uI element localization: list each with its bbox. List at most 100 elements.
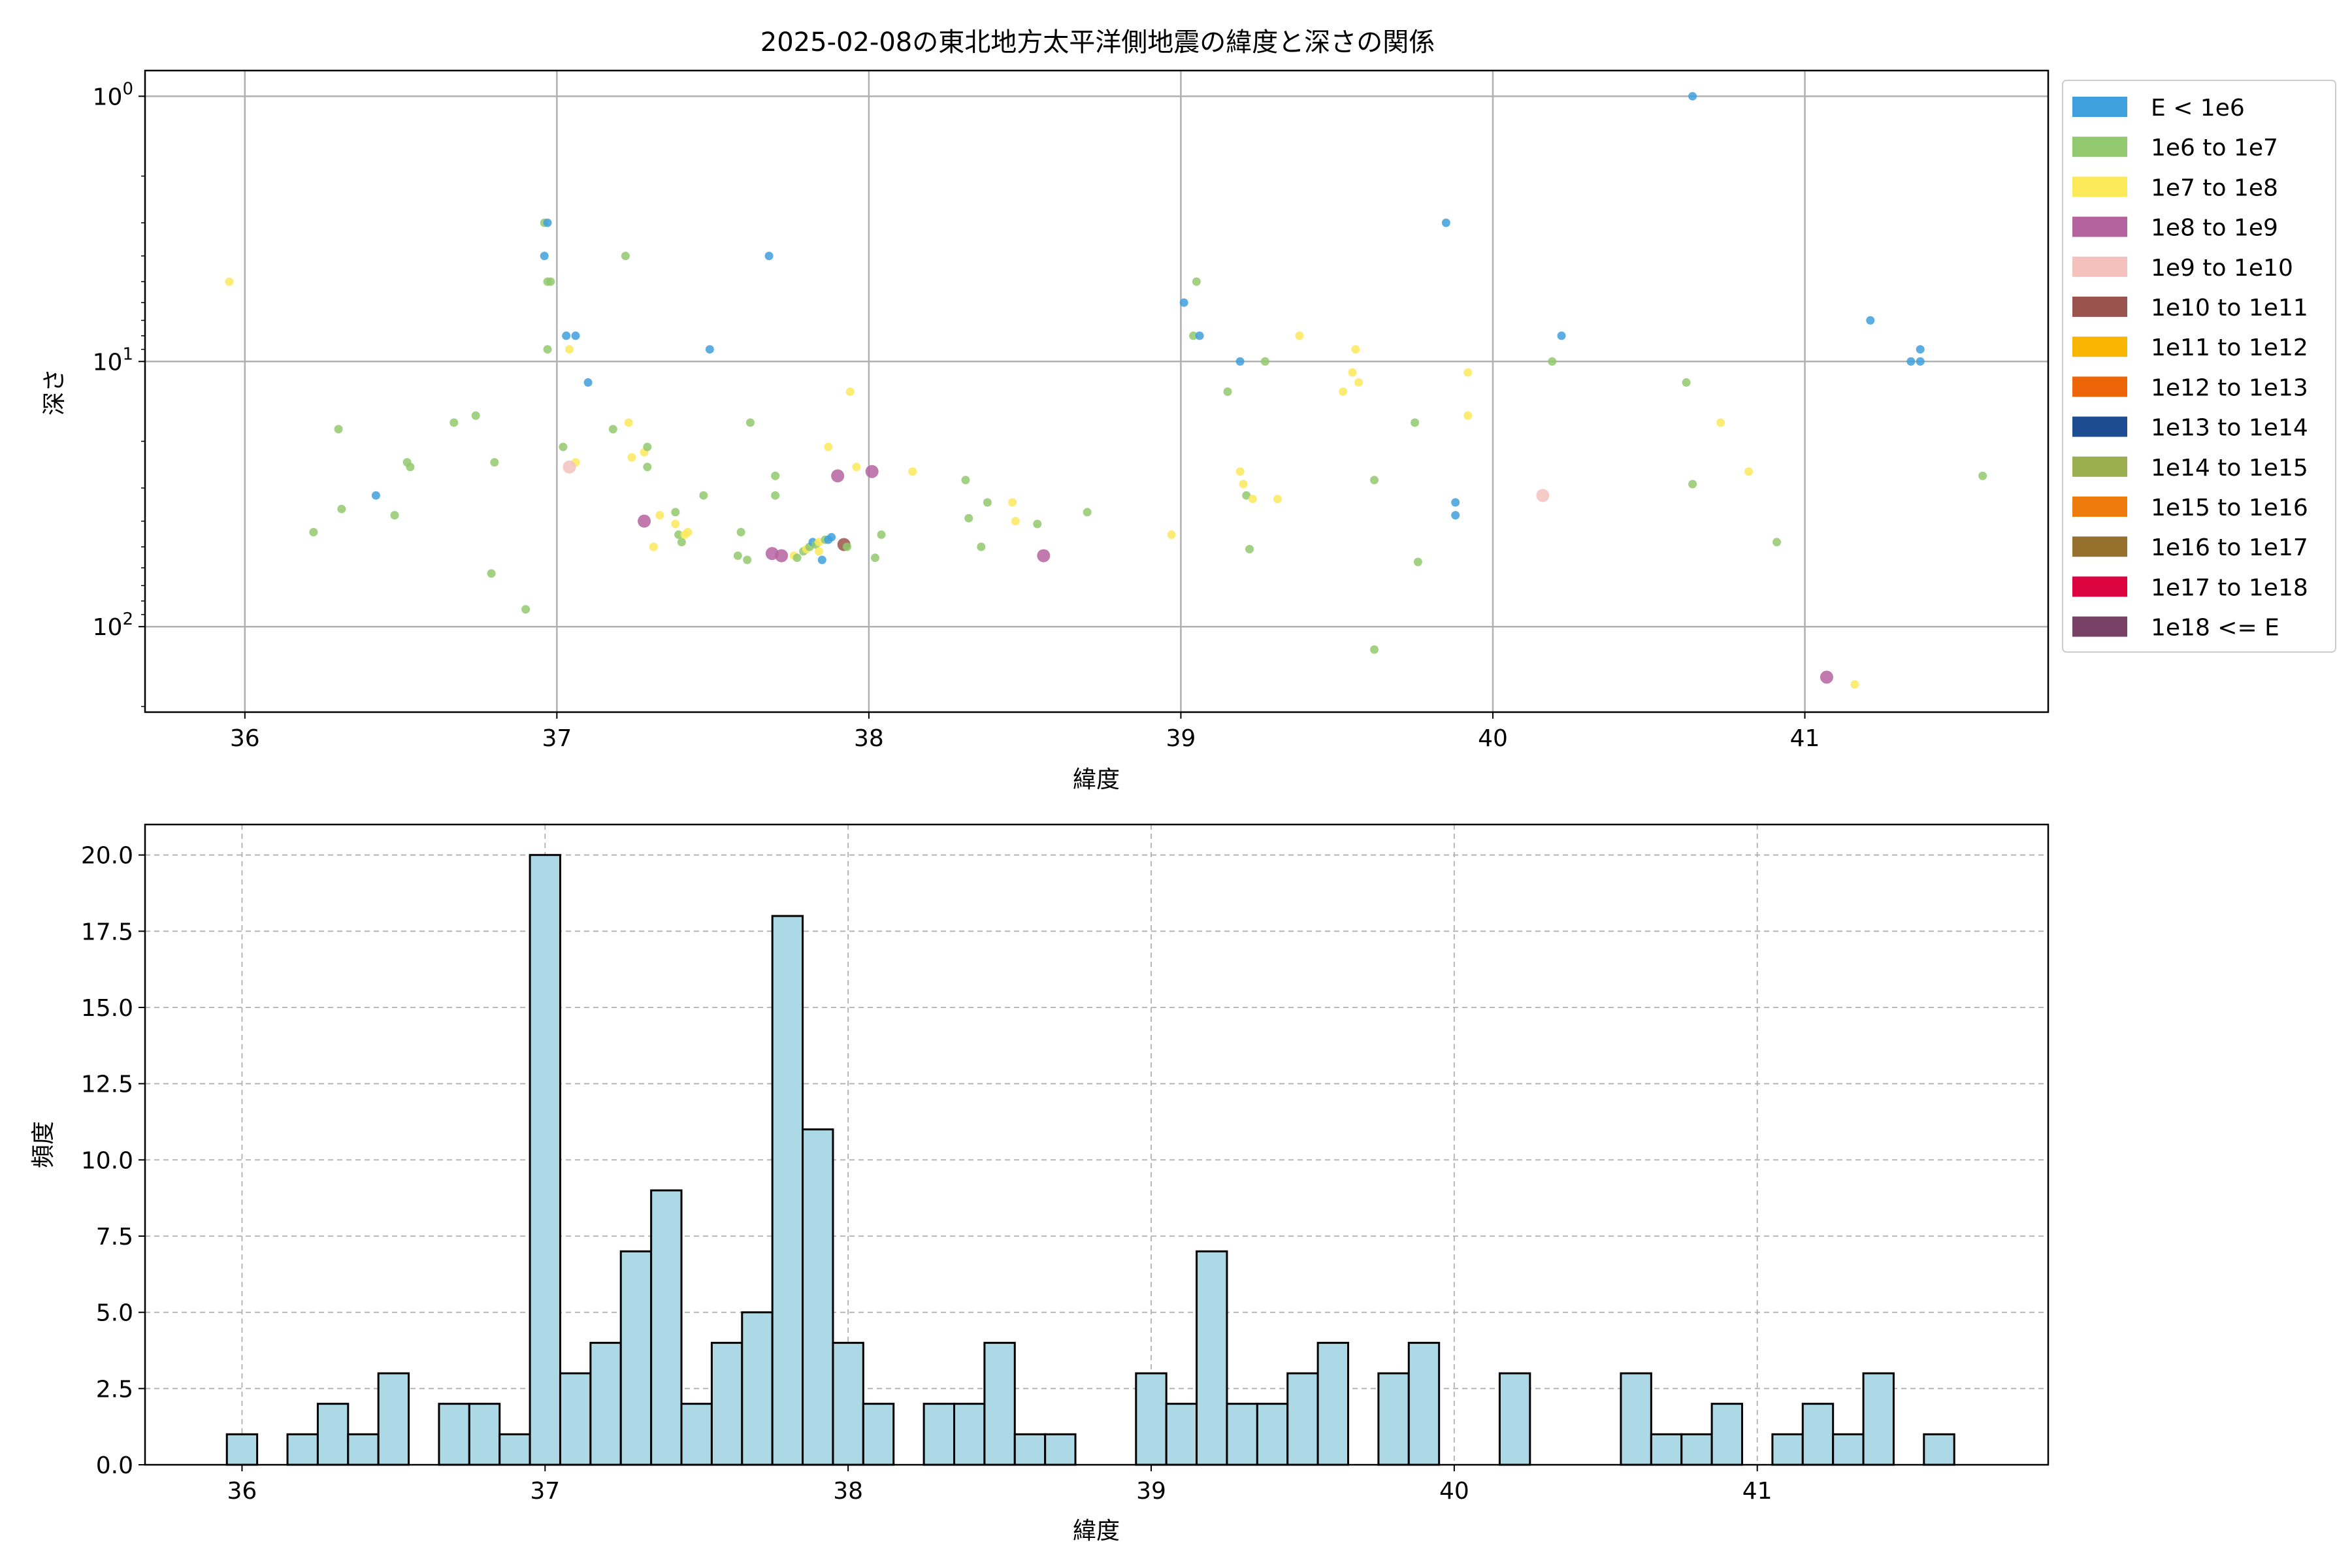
scatter-point (877, 530, 886, 539)
scatter-x-axis-label: 緯度 (1073, 766, 1120, 793)
scatter-point (699, 491, 708, 500)
legend-swatch (2072, 256, 2127, 277)
scatter-point (643, 463, 652, 472)
scatter-y-axis-label: 深さ (41, 368, 68, 416)
scatter-point (1370, 645, 1379, 654)
scatter-point (1916, 345, 1925, 354)
scatter-point (1339, 387, 1348, 397)
scatter-point (1441, 218, 1450, 227)
histogram-bar (710, 1341, 743, 1466)
scatter-point (775, 549, 789, 563)
scatter-point (1248, 495, 1257, 504)
scatter-title: 2025-02-08の東北地方太平洋側地震の緯度と深さの関係 (760, 27, 1435, 57)
scatter-point (563, 460, 576, 474)
scatter-point (1688, 91, 1697, 101)
scatter-point (309, 527, 318, 536)
scatter-point (736, 527, 745, 536)
scatter-point (564, 345, 574, 354)
histogram-bar (1377, 1372, 1410, 1466)
scatter-point (1916, 357, 1925, 366)
histogram-x-ticks: 36 37 38 39 40 41 (227, 1465, 1772, 1505)
scatter-point (1351, 345, 1360, 354)
scatter-point (852, 463, 861, 472)
scatter-point (733, 551, 742, 561)
scatter-point (1235, 357, 1245, 366)
scatter-point (643, 442, 652, 451)
scatter-point (764, 252, 774, 261)
legend-swatch (2072, 456, 2127, 477)
histogram-bar (862, 1403, 895, 1466)
legend-label: 1e10 to 1e11 (2151, 295, 2308, 321)
scatter-point (337, 504, 346, 514)
histogram-bar (1165, 1403, 1198, 1466)
histogram-bar (832, 1341, 864, 1466)
histogram-plot-frame (144, 823, 2050, 1466)
y-tick-label: 7.5 (96, 1224, 133, 1250)
scatter-chart: 2025-02-08の東北地方太平洋側地震の緯度と深さの関係 36 37 38 39 4… (41, 27, 2336, 793)
scatter-point (1463, 368, 1473, 377)
histogram-bar (802, 1128, 834, 1466)
scatter-point (1189, 331, 1198, 340)
scatter-point (827, 532, 836, 542)
scatter-point (1037, 549, 1051, 563)
histogram-bar (1680, 1433, 1713, 1466)
scatter-point (621, 252, 630, 261)
scatter-point (649, 542, 658, 551)
y-tick-label: 2.5 (96, 1376, 133, 1403)
histogram-bar (438, 1403, 470, 1466)
scatter-point (655, 511, 664, 520)
histogram-y-ticks: 0.0 2.5 5.0 7.5 10.0 12.5 15.0 17.5 20.0 (81, 843, 145, 1479)
histogram-bar (1710, 1403, 1744, 1466)
scatter-point (1167, 530, 1176, 539)
scatter-point (1866, 316, 1875, 325)
scatter-x-ticks: 36 37 38 39 40 41 (230, 712, 1820, 752)
histogram-x-axis-label: 緯度 (1073, 1518, 1120, 1544)
scatter-point (1411, 418, 1420, 427)
scatter-point (908, 467, 917, 476)
scatter-point (562, 331, 571, 340)
scatter-point (1744, 467, 1754, 476)
scatter-point (1682, 378, 1691, 387)
scatter-point (390, 511, 399, 520)
scatter-point (1978, 471, 1987, 480)
scatter-point (540, 252, 549, 261)
scatter-point (1295, 331, 1304, 340)
scatter-point (627, 453, 636, 462)
scatter-point (406, 463, 415, 472)
scatter-point (824, 442, 833, 451)
scatter-point (638, 514, 651, 528)
scatter-point (1370, 476, 1379, 485)
scatter-point (1195, 331, 1204, 340)
scatter-point (1179, 298, 1188, 307)
histogram-bar (1135, 1372, 1168, 1466)
histogram-bar (1620, 1372, 1652, 1466)
scatter-point (1245, 544, 1254, 553)
scatter-point (1716, 418, 1725, 427)
legend-label: 1e6 to 1e7 (2151, 135, 2278, 161)
x-tick-label: 39 (1136, 1478, 1166, 1505)
scatter-point (865, 465, 879, 478)
scatter-point (225, 277, 234, 286)
y-tick-label: 15.0 (81, 995, 133, 1022)
x-tick-label: 41 (1790, 725, 1820, 752)
scatter-point (1906, 357, 1916, 366)
scatter-point (1451, 511, 1460, 520)
scatter-point (1235, 467, 1245, 476)
x-tick-label: 38 (833, 1478, 863, 1505)
scatter-y-ticks: 100 101 102 (93, 79, 145, 708)
histogram-bar (983, 1341, 1016, 1466)
scatter-point (543, 345, 552, 354)
x-tick-label: 38 (854, 725, 884, 752)
histogram-bar (559, 1372, 592, 1466)
scatter-point (771, 471, 780, 480)
histogram-bar (680, 1403, 713, 1466)
scatter-point (546, 277, 555, 286)
scatter-point (1413, 557, 1422, 566)
y-tick-label: 100 (93, 79, 133, 110)
scatter-point (487, 569, 496, 578)
legend-swatch (2072, 376, 2127, 397)
histogram-bar (589, 1341, 622, 1466)
scatter-point (671, 519, 680, 529)
scatter-point (831, 469, 845, 483)
scatter-point (1273, 495, 1282, 504)
